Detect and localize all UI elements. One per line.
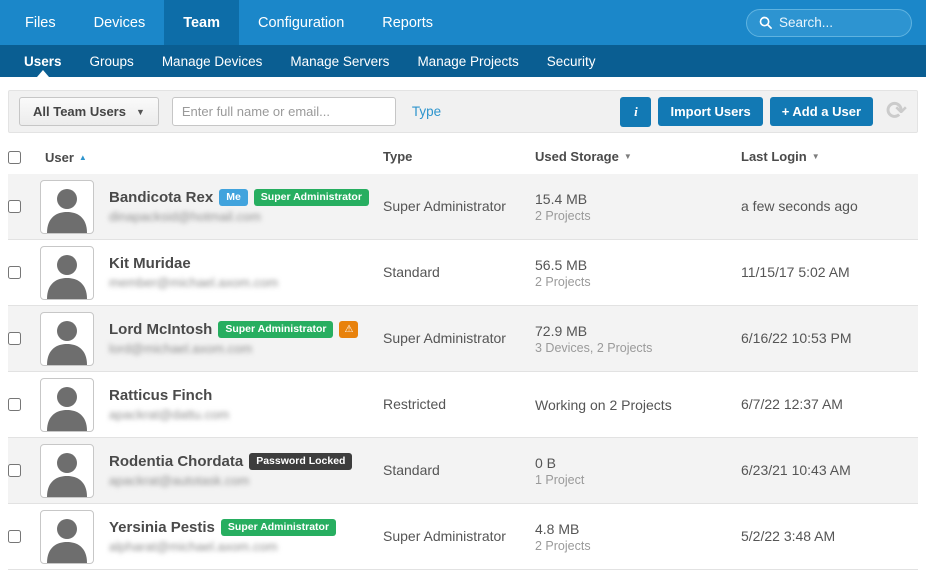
info-button[interactable]: i [620, 97, 651, 127]
used-storage: Working on 2 Projects [535, 397, 741, 413]
user-type: Super Administrator [383, 198, 506, 214]
user-email: alpharat@michael.axom.com [109, 539, 336, 554]
avatar [40, 510, 94, 564]
used-storage: 56.5 MB [535, 257, 741, 273]
user-email: apackrat@autotask.com [109, 473, 352, 488]
user-email: dinapacksid@hotmail.com [109, 209, 369, 224]
used-storage: 72.9 MB [535, 323, 741, 339]
user-name: Ratticus Finch [109, 387, 212, 404]
sub-nav-item-manage-servers[interactable]: Manage Servers [276, 45, 403, 77]
badge-super-admin: Super Administrator [221, 519, 336, 537]
last-login: 6/23/21 10:43 AM [741, 462, 851, 478]
last-login: 5/2/22 3:48 AM [741, 528, 835, 544]
column-header-user[interactable]: User▲ [45, 150, 87, 165]
table-row[interactable]: Bandicota Rex Me Super Administrator dina… [8, 174, 918, 240]
avatar [40, 180, 94, 234]
avatar [40, 378, 94, 432]
badge-locked: Password Locked [249, 453, 352, 471]
user-name: Kit Muridae [109, 255, 191, 272]
users-table: User▲ Type Used Storage▼ Last Login▼ [8, 140, 918, 570]
user-filter-dropdown[interactable]: All Team Users ▼ [19, 97, 159, 126]
storage-detail: 2 Projects [535, 539, 741, 553]
user-type: Restricted [383, 396, 446, 412]
row-checkbox[interactable] [8, 266, 21, 279]
user-type: Standard [383, 264, 440, 280]
type-filter-link[interactable]: Type [412, 104, 441, 119]
avatar [40, 246, 94, 300]
chevron-down-icon: ▼ [812, 152, 820, 161]
user-email: apackrat@dattu.com [109, 407, 229, 422]
sub-nav-item-manage-projects[interactable]: Manage Projects [403, 45, 532, 77]
row-checkbox[interactable] [8, 464, 21, 477]
user-type: Super Administrator [383, 330, 506, 346]
user-type: Super Administrator [383, 528, 506, 544]
last-login: 11/15/17 5:02 AM [741, 264, 850, 280]
row-checkbox[interactable] [8, 332, 21, 345]
table-row[interactable]: Rodentia Chordata Password Locked apackr… [8, 438, 918, 504]
row-checkbox[interactable] [8, 530, 21, 543]
used-storage: 4.8 MB [535, 521, 741, 537]
last-login: a few seconds ago [741, 198, 858, 214]
sub-nav-item-groups[interactable]: Groups [76, 45, 148, 77]
search-icon [759, 16, 772, 29]
top-nav-item-reports[interactable]: Reports [363, 0, 452, 45]
storage-detail: 3 Devices, 2 Projects [535, 341, 741, 355]
top-nav-item-files[interactable]: Files [6, 0, 75, 45]
users-toolbar: All Team Users ▼ Type i Import Users + A… [8, 90, 918, 133]
refresh-icon[interactable]: ⟳ [886, 99, 907, 124]
badge-me: Me [219, 189, 248, 207]
top-nav-item-devices[interactable]: Devices [75, 0, 165, 45]
sub-nav-items: UsersGroupsManage DevicesManage ServersM… [10, 45, 610, 77]
select-all-checkbox[interactable] [8, 151, 21, 164]
table-row[interactable]: Ratticus Finch apackrat@dattu.com Restri… [8, 372, 918, 438]
badge-super-admin: Super Administrator [218, 321, 333, 339]
top-nav-item-team[interactable]: Team [164, 0, 239, 45]
storage-detail: 1 Project [535, 473, 741, 487]
top-nav: FilesDevicesTeamConfigurationReports [0, 0, 926, 45]
sub-nav-item-manage-devices[interactable]: Manage Devices [148, 45, 277, 77]
table-row[interactable]: Yersinia Pestis Super Administrator alph… [8, 504, 918, 570]
column-header-type[interactable]: Type [383, 149, 412, 164]
team-sub-nav: UsersGroupsManage DevicesManage ServersM… [0, 45, 926, 77]
user-type: Standard [383, 462, 440, 478]
avatar [40, 312, 94, 366]
column-header-used-storage[interactable]: Used Storage▼ [535, 149, 632, 164]
user-email: member@michael.axom.com [109, 275, 278, 290]
user-name: Yersinia Pestis [109, 519, 215, 536]
storage-detail: 2 Projects [535, 275, 741, 289]
top-nav-items: FilesDevicesTeamConfigurationReports [0, 0, 452, 45]
user-name: Rodentia Chordata [109, 453, 243, 470]
user-name: Bandicota Rex [109, 189, 213, 206]
table-body: Bandicota Rex Me Super Administrator dina… [8, 174, 918, 570]
toolbar-actions: i Import Users + Add a User ⟳ [620, 97, 907, 127]
warning-icon: ⚠ [339, 321, 358, 338]
global-search[interactable] [746, 9, 912, 37]
column-header-last-login[interactable]: Last Login▼ [741, 149, 820, 164]
storage-detail: 2 Projects [535, 209, 741, 223]
used-storage: 15.4 MB [535, 191, 741, 207]
chevron-down-icon: ▼ [136, 107, 145, 117]
import-users-button[interactable]: Import Users [658, 97, 762, 126]
used-storage: 0 B [535, 455, 741, 471]
chevron-down-icon: ▼ [624, 152, 632, 161]
table-header-row: User▲ Type Used Storage▼ Last Login▼ [8, 140, 918, 174]
global-search-input[interactable] [779, 15, 889, 30]
add-user-button[interactable]: + Add a User [770, 97, 873, 126]
user-email: lord@michael.axom.com [109, 341, 358, 356]
user-filter-label: All Team Users [33, 104, 126, 119]
sub-nav-item-users[interactable]: Users [10, 45, 76, 77]
name-email-search-input[interactable] [172, 97, 396, 126]
last-login: 6/7/22 12:37 AM [741, 396, 843, 412]
badge-super-admin: Super Administrator [254, 189, 369, 207]
sort-asc-icon: ▲ [79, 153, 87, 162]
row-checkbox[interactable] [8, 200, 21, 213]
last-login: 6/16/22 10:53 PM [741, 330, 852, 346]
row-checkbox[interactable] [8, 398, 21, 411]
avatar [40, 444, 94, 498]
top-nav-item-configuration[interactable]: Configuration [239, 0, 363, 45]
sub-nav-item-security[interactable]: Security [533, 45, 610, 77]
table-row[interactable]: Lord McIntosh Super Administrator ⚠ lord@… [8, 306, 918, 372]
user-name: Lord McIntosh [109, 321, 212, 338]
table-row[interactable]: Kit Muridae member@michael.axom.com Stan… [8, 240, 918, 306]
